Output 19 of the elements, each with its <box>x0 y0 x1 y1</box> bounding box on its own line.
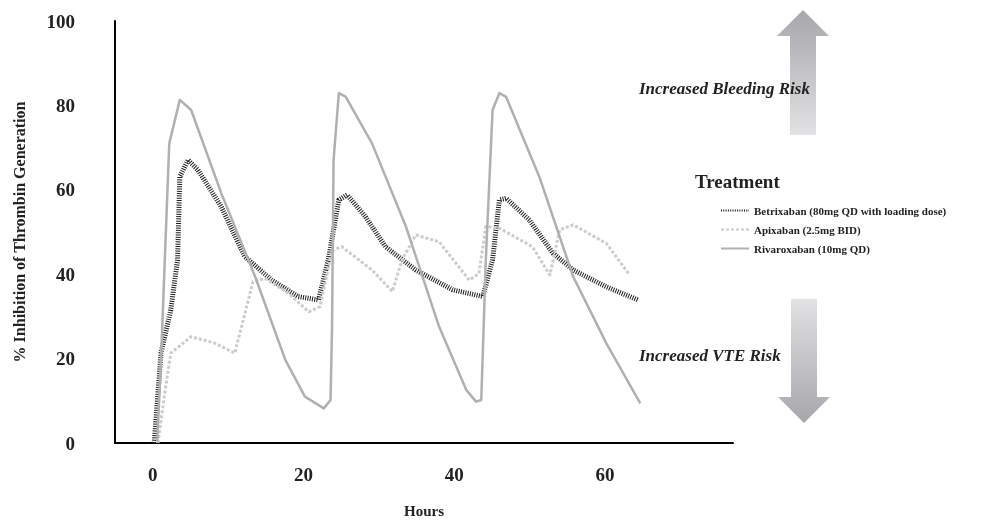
y-tick-label: 80 <box>56 94 75 116</box>
annotation: Increased Bleeding Risk <box>638 79 811 98</box>
y-tick-label: 20 <box>56 348 75 370</box>
y-tick-label: 100 <box>46 10 75 32</box>
line-series <box>156 223 632 445</box>
x-tick-label: 0 <box>147 464 158 485</box>
legend-label: Apixaban (2.5mg BID) <box>754 223 861 237</box>
x-tick-label: 60 <box>595 464 615 485</box>
y-tick-label: 60 <box>56 179 75 201</box>
legend-label: Rivaroxaban (10mg QD) <box>754 242 871 256</box>
legend-title: Treatment <box>695 171 781 192</box>
x-tick-label: 20 <box>293 464 313 485</box>
y-tick-label: 0 <box>65 432 75 454</box>
y-axis-title: % Inhibition of Thrombin Generation <box>10 101 28 363</box>
x-axis-title: Hours <box>403 502 445 519</box>
legend-label: Betrixaban (80mg QD with loading dose) <box>754 204 947 218</box>
annotation: Increased VTE Risk <box>638 346 782 365</box>
y-tick-label: 40 <box>56 263 75 285</box>
x-tick-label: 40 <box>444 464 464 485</box>
